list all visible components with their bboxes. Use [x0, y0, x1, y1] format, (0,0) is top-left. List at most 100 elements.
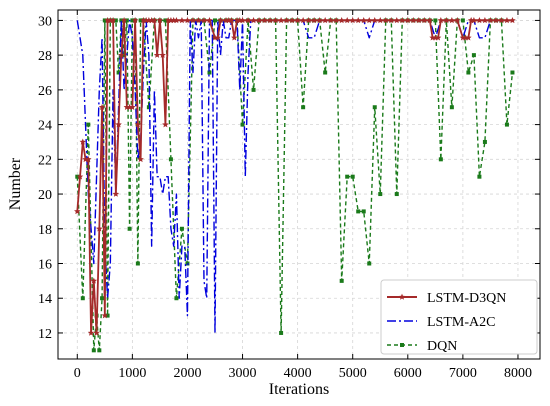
- data-point-lstm-d3qn: [399, 17, 406, 24]
- legend-label-lstm-d3qn: LSTM-D3QN: [427, 291, 506, 306]
- data-point-lstm-d3qn: [354, 17, 362, 24]
- data-point-lstm-d3qn: [195, 17, 202, 24]
- data-point-dqn: [482, 139, 487, 144]
- data-point-dqn: [124, 18, 129, 23]
- data-point-lstm-d3qn: [109, 17, 117, 24]
- data-point-lstm-d3qn: [118, 51, 125, 58]
- data-point-lstm-d3qn: [214, 34, 221, 41]
- data-point-lstm-d3qn: [388, 17, 395, 24]
- data-point-lstm-d3qn: [321, 17, 329, 24]
- data-point-lstm-d3qn: [503, 17, 511, 24]
- data-point-dqn: [394, 192, 399, 197]
- data-point-dqn: [251, 87, 256, 92]
- data-point-dqn: [135, 261, 140, 266]
- data-point-dqn: [207, 70, 212, 75]
- data-point-lstm-d3qn: [448, 17, 456, 24]
- data-point-lstm-d3qn: [131, 17, 139, 24]
- data-point-lstm-d3qn: [93, 329, 100, 336]
- legend-marker-lstm-d3qn: [398, 293, 406, 300]
- data-point-dqn: [75, 174, 80, 179]
- data-point-lstm-d3qn: [266, 17, 274, 24]
- data-point-lstm-d3qn: [137, 155, 144, 163]
- data-point-lstm-d3qn: [437, 17, 445, 24]
- axis-ticks: 0 1000 2000 3000 4000 5000 6000 7000 8000 12 14 16 1…: [38, 10, 540, 381]
- data-point-lstm-d3qn: [74, 208, 81, 215]
- data-point-lstm-d3qn: [426, 17, 434, 24]
- data-point-lstm-d3qn: [173, 17, 180, 24]
- data-point-lstm-d3qn: [101, 312, 109, 319]
- data-point-lstm-d3qn: [509, 17, 516, 24]
- data-point-dqn: [80, 296, 85, 301]
- data-point-lstm-d3qn: [492, 17, 500, 24]
- data-point-lstm-d3qn: [481, 17, 489, 24]
- data-point-dqn: [361, 209, 366, 214]
- y-tick-label: 14: [38, 292, 52, 307]
- data-point-dqn: [113, 18, 118, 23]
- data-point-lstm-d3qn: [316, 17, 323, 24]
- data-point-dqn: [345, 174, 350, 179]
- data-point-lstm-d3qn: [415, 17, 423, 24]
- data-point-dqn: [179, 226, 184, 231]
- legend: LSTM-D3QN LSTM-A2C DQN: [380, 279, 538, 355]
- data-point-lstm-d3qn: [377, 17, 384, 24]
- data-point-dqn: [91, 348, 96, 353]
- data-point-dqn: [323, 70, 328, 75]
- data-point-dqn: [127, 226, 132, 231]
- y-tick-label: 28: [38, 49, 52, 64]
- data-point-dqn: [378, 192, 383, 197]
- y-axis-label: Number: [7, 157, 24, 210]
- data-point-dqn: [130, 18, 135, 23]
- data-point-dqn: [119, 18, 124, 23]
- data-point-lstm-d3qn: [404, 17, 412, 24]
- data-point-lstm-d3qn: [239, 17, 246, 24]
- data-point-lstm-d3qn: [76, 173, 84, 180]
- x-tick-label: 5000: [339, 366, 367, 381]
- data-point-lstm-d3qn: [382, 17, 389, 24]
- data-point-lstm-d3qn: [332, 17, 340, 24]
- data-point-dqn: [240, 122, 245, 127]
- data-point-dqn: [433, 18, 438, 23]
- data-point-dqn: [471, 53, 476, 58]
- data-point-lstm-d3qn: [90, 277, 98, 284]
- x-tick-label: 6000: [394, 366, 422, 381]
- data-point-lstm-d3qn: [410, 17, 417, 24]
- y-tick-label: 26: [38, 84, 52, 99]
- plot-frame: [57, 9, 541, 360]
- data-point-lstm-d3qn: [487, 17, 494, 24]
- data-point-dqn: [301, 105, 306, 110]
- data-point-lstm-d3qn: [156, 17, 164, 24]
- data-point-lstm-d3qn: [79, 138, 87, 145]
- data-point-lstm-d3qn: [288, 17, 296, 24]
- data-point-lstm-d3qn: [231, 34, 238, 41]
- x-tick-label: 1000: [118, 366, 146, 381]
- data-point-dqn: [105, 313, 110, 318]
- data-point-lstm-d3qn: [277, 17, 285, 24]
- data-point-dqn: [138, 18, 143, 23]
- data-point-dqn: [477, 174, 482, 179]
- data-point-lstm-d3qn: [189, 17, 197, 24]
- data-point-lstm-d3qn: [217, 17, 224, 24]
- data-point-lstm-d3qn: [153, 51, 161, 58]
- data-point-lstm-d3qn: [255, 17, 263, 24]
- legend-label-dqn: DQN: [427, 339, 457, 354]
- x-tick-label: 2000: [173, 366, 201, 381]
- data-point-lstm-d3qn: [272, 17, 279, 24]
- data-point-lstm-d3qn: [129, 103, 136, 110]
- series-layer: [74, 17, 516, 353]
- data-point-dqn: [438, 157, 443, 162]
- data-point-dqn: [100, 296, 105, 301]
- data-point-lstm-d3qn: [305, 17, 312, 24]
- x-tick-label: 4000: [284, 366, 312, 381]
- data-point-lstm-d3qn: [371, 17, 378, 24]
- data-point-lstm-d3qn: [250, 17, 257, 24]
- data-point-lstm-d3qn: [134, 121, 142, 128]
- y-tick-label: 18: [38, 223, 52, 238]
- x-tick-label: 3000: [229, 366, 257, 381]
- data-point-lstm-d3qn: [360, 17, 367, 24]
- x-tick-label: 8000: [504, 366, 532, 381]
- data-point-lstm-d3qn: [261, 17, 268, 24]
- x-tick-label: 0: [74, 366, 81, 381]
- data-point-dqn: [372, 105, 377, 110]
- data-point-lstm-d3qn: [299, 17, 307, 24]
